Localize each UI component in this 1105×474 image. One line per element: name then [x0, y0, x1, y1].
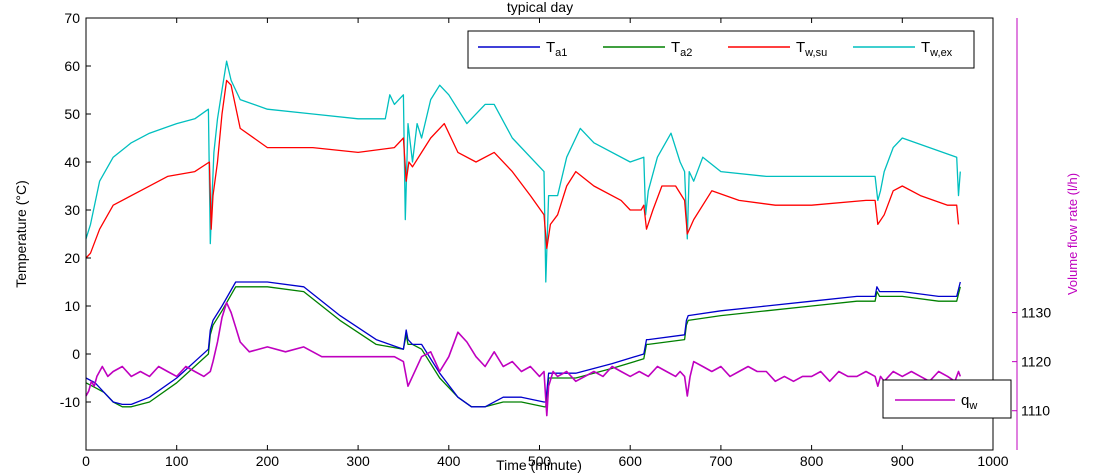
legend-label-sub: w,su — [804, 47, 827, 59]
y-right-tick-label: 1110 — [1021, 403, 1050, 419]
x-axis-title: Time (minute) — [496, 457, 582, 473]
y-right-tick-label: 1130 — [1021, 305, 1051, 321]
x-tick-label: 600 — [619, 453, 643, 469]
legend-label-base: T — [921, 39, 930, 56]
series-layer — [86, 61, 960, 415]
y-left-tick-label: 20 — [64, 250, 80, 266]
x-tick-label: 100 — [165, 453, 189, 469]
x-tick-label: 300 — [346, 453, 370, 469]
legend-label-base: T — [671, 39, 680, 56]
x-tick-label: 900 — [891, 453, 915, 469]
x-tick-label: 1000 — [977, 453, 1008, 469]
legend-top-box — [468, 31, 974, 68]
legend-label-base: q — [961, 392, 969, 409]
legend-label-sub: a2 — [680, 47, 692, 59]
y-left-tick-label: 0 — [72, 346, 80, 362]
y-right-tick-label: 1120 — [1021, 354, 1051, 370]
x-tick-label: 800 — [800, 453, 824, 469]
legend-label-base: T — [546, 39, 555, 56]
y-left-tick-label: 50 — [64, 106, 80, 122]
plot-frame — [86, 18, 993, 450]
legend-label-base: T — [796, 39, 805, 56]
legend-label-sub: a1 — [555, 47, 567, 59]
y-left-tick-label: 60 — [64, 58, 80, 74]
x-tick-label: 400 — [437, 453, 461, 469]
legend-bottom: qw — [883, 380, 1011, 418]
chart-title: typical day — [507, 0, 573, 15]
right-axis-ticks: 1110 1120 1130 — [1012, 305, 1051, 419]
legend-label-sub: w,ex — [929, 47, 953, 59]
legend-top: Ta1 Ta2 Tw,su Tw,ex — [468, 31, 974, 68]
y-left-tick-label: 70 — [64, 10, 80, 26]
legend-label-sub: w — [968, 400, 977, 412]
y-left-tick-label: 30 — [64, 202, 80, 218]
series-line-1 — [86, 80, 959, 258]
series-line-0 — [86, 61, 960, 282]
x-tick-label: 700 — [709, 453, 733, 469]
y-left-tick-label: -10 — [60, 394, 80, 410]
legend-bottom-box — [883, 380, 1011, 418]
y-left-tick-label: 40 — [64, 154, 80, 170]
x-tick-label: 200 — [256, 453, 280, 469]
right-axis-title: Volume flow rate (l/h) — [1065, 173, 1080, 295]
x-tick-label: 0 — [82, 453, 90, 469]
y-left-tick-label: 10 — [64, 298, 80, 314]
left-axis-title: Temperature (°C) — [13, 180, 29, 288]
